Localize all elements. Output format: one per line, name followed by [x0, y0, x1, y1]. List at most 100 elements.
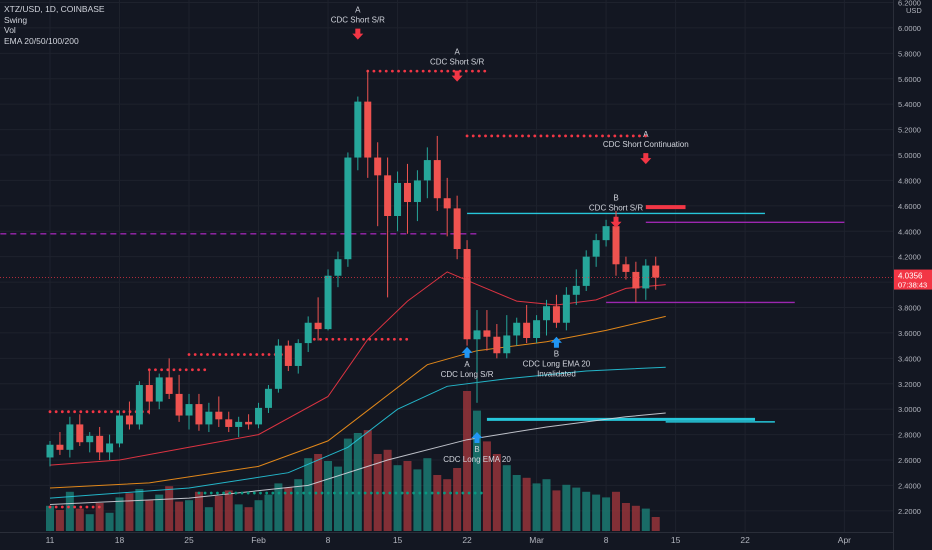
price-tick-label: 5.8000	[898, 49, 921, 58]
volume-bar	[572, 487, 581, 531]
candle-body	[572, 285, 580, 295]
swing-resistance-dot	[502, 134, 506, 138]
candle-body	[374, 157, 382, 176]
swing-resistance-dot	[73, 410, 77, 414]
last-price-value: 4.0356	[898, 272, 923, 281]
volume-bar	[542, 479, 551, 531]
volume-bar	[592, 494, 601, 531]
candle-body	[324, 275, 332, 330]
swing-resistance-dot	[172, 368, 176, 372]
swing-resistance-dot	[331, 337, 335, 341]
x-tick-label: 8	[326, 535, 331, 545]
indicator-ema[interactable]: EMA 20/50/100/200	[4, 35, 79, 46]
annotation-arrow-up	[550, 336, 562, 348]
swing-support-dot	[430, 491, 434, 495]
legend: XTZ/USD, 1D, COINBASE Swing Vol EMA 20/5…	[4, 4, 105, 46]
volume-bar	[46, 505, 54, 531]
swing-support-dot	[289, 491, 293, 495]
price-tick-label: 4.6000	[898, 202, 921, 211]
swing-resistance-dot	[243, 353, 246, 356]
swing-resistance-dot	[362, 337, 365, 341]
swing-resistance-dot	[483, 69, 487, 73]
candle-body	[106, 443, 114, 453]
swing-support-dot	[467, 491, 471, 495]
annotation-arrow-up	[471, 432, 483, 444]
annotation-label: Invalidated	[537, 370, 576, 379]
symbol-title[interactable]: XTZ/USD, 1D, COINBASE	[4, 4, 105, 14]
swing-support-dot	[455, 491, 459, 495]
x-tick-label: 22	[462, 535, 472, 545]
swing-resistance-dot	[619, 134, 623, 138]
swing-resistance-dot	[545, 134, 549, 138]
candle-body	[364, 101, 372, 158]
swing-resistance-dot	[48, 410, 52, 414]
annotation-label: CDC Short S/R	[331, 16, 385, 25]
x-tick-label: Mar	[529, 535, 544, 545]
swing-resistance-dot	[415, 69, 419, 73]
candle-body	[235, 421, 243, 427]
price-tick-label: 2.4000	[898, 481, 921, 490]
candle-body	[602, 226, 610, 241]
swing-resistance-dot	[249, 353, 252, 356]
volume-bar	[95, 503, 104, 531]
candle-body	[56, 444, 64, 450]
candle-body	[552, 306, 560, 323]
volume-bar	[115, 497, 124, 531]
swing-support-dot	[203, 491, 207, 495]
swing-support-dot	[79, 505, 83, 509]
candle-body	[543, 306, 550, 321]
volume-bar	[641, 508, 650, 531]
x-tick-label: 15	[671, 535, 681, 545]
swing-resistance-dot	[434, 69, 437, 73]
volume-bar	[135, 489, 144, 531]
annotation-label: B	[474, 445, 479, 454]
candle-body	[155, 377, 163, 402]
swing-support-dot	[382, 491, 386, 495]
ema200-line	[49, 412, 666, 505]
price-tick-label: 3.0000	[898, 405, 921, 414]
swing-resistance-dot	[392, 337, 396, 341]
ema50-line	[49, 315, 666, 489]
candle-body	[264, 388, 272, 408]
candle-body	[304, 322, 312, 344]
swing-resistance-dot	[337, 337, 341, 341]
swing-support-dot	[320, 491, 324, 495]
swing-resistance-dot	[261, 353, 265, 356]
price-tick-label: 6.2000	[898, 0, 921, 8]
swing-resistance-dot	[178, 368, 182, 372]
candle-body	[135, 385, 143, 425]
swing-resistance-dot	[638, 134, 641, 138]
price-tick-label: 4.4000	[898, 227, 921, 236]
swing-resistance-dot	[349, 337, 353, 341]
volume-bar	[165, 486, 174, 531]
swing-support-dot	[246, 491, 250, 495]
swing-resistance-dot	[533, 134, 537, 138]
volume-bar	[304, 458, 313, 531]
swing-resistance-dot	[224, 353, 228, 356]
volume-bar	[214, 496, 223, 531]
swing-support-dot	[357, 491, 361, 495]
candle-body	[165, 377, 173, 394]
swing-support-dot	[216, 491, 219, 495]
volume-bar	[472, 410, 481, 531]
volume-bar	[264, 494, 273, 531]
volume-bar	[55, 510, 64, 531]
swing-resistance-dot	[582, 134, 586, 138]
volume-bar	[602, 497, 611, 531]
price-tick-label: 6.0000	[898, 24, 921, 33]
swing-support-dot	[400, 491, 404, 495]
swing-resistance-dot	[427, 69, 431, 73]
indicator-vol[interactable]: Vol	[4, 25, 16, 35]
swing-resistance-dot	[79, 410, 83, 414]
red-level-marker	[645, 205, 686, 210]
annotation-arrow-down	[640, 153, 652, 165]
volume-bar	[254, 500, 263, 531]
swing-resistance-dot	[403, 69, 407, 73]
indicator-swing[interactable]: Swing	[4, 14, 28, 25]
swing-support-dot	[351, 491, 355, 495]
candle-body	[622, 264, 630, 272]
volume-bar	[582, 491, 591, 531]
volume-bar	[532, 483, 541, 531]
